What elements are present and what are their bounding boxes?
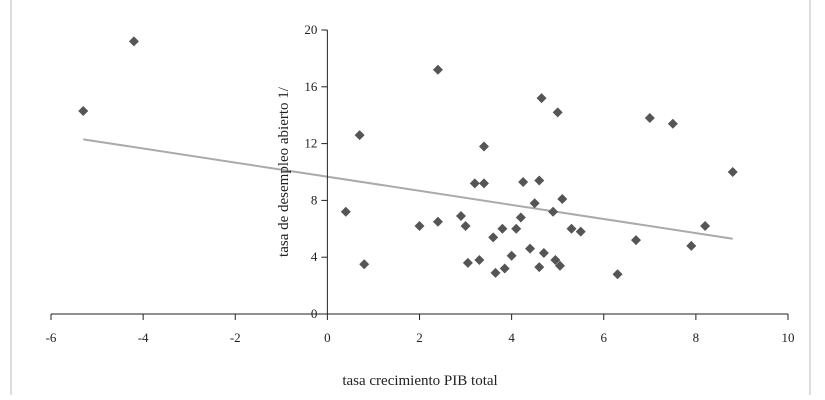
- trendline: [83, 138, 733, 240]
- data-point: [548, 206, 559, 217]
- x-tick-label: 4: [508, 330, 515, 345]
- data-point: [557, 193, 568, 204]
- data-point: [469, 178, 480, 189]
- x-tick-label: -4: [138, 330, 149, 345]
- data-point: [550, 255, 561, 266]
- data-point: [499, 263, 510, 274]
- data-point: [686, 240, 697, 251]
- data-point: [455, 211, 466, 222]
- x-tick-label: -2: [230, 330, 241, 345]
- data-point: [78, 105, 89, 116]
- x-tick-label: 2: [416, 330, 423, 345]
- data-point: [128, 36, 139, 47]
- data-point: [552, 107, 563, 118]
- data-point: [529, 198, 540, 209]
- y-tick-label: 4: [311, 249, 318, 264]
- x-tick-label: -6: [46, 330, 57, 345]
- data-point: [727, 167, 738, 177]
- data-point: [515, 212, 526, 223]
- x-tick-label: 6: [601, 330, 608, 345]
- data-point: [554, 260, 565, 271]
- data-point: [506, 250, 517, 261]
- data-point: [432, 216, 443, 227]
- y-axis-title: tasa de desempleo abierto 1/: [276, 86, 292, 257]
- data-point: [538, 247, 549, 258]
- x-tick-label: 8: [693, 330, 700, 345]
- data-point: [490, 267, 501, 278]
- data-point: [566, 223, 577, 234]
- data-point: [462, 257, 473, 268]
- data-point: [460, 220, 471, 231]
- y-tick-label: 0: [311, 306, 318, 321]
- data-point: [700, 220, 711, 231]
- y-tick-label: 20: [304, 22, 317, 37]
- data-point: [414, 220, 425, 231]
- data-point: [630, 235, 641, 246]
- data-point: [612, 269, 623, 280]
- data-point: [534, 175, 545, 186]
- data-point: [644, 113, 655, 124]
- data-point: [488, 232, 499, 243]
- data-point: [354, 130, 365, 141]
- data-point: [359, 259, 370, 270]
- x-tick-label: 0: [324, 330, 331, 345]
- data-point: [575, 226, 586, 237]
- x-tick-label: 10: [782, 330, 795, 345]
- data-points-layer: [78, 36, 738, 280]
- data-point: [525, 243, 536, 254]
- data-point: [478, 178, 489, 189]
- data-point: [536, 93, 547, 104]
- y-tick-label: 16: [304, 79, 318, 94]
- x-axis-title: tasa crecimiento PIB total: [342, 373, 497, 389]
- data-point: [497, 223, 508, 234]
- data-point: [478, 141, 489, 152]
- data-point: [667, 118, 678, 129]
- y-tick-label: 12: [304, 136, 317, 151]
- data-point: [511, 223, 522, 234]
- data-point: [534, 262, 545, 273]
- trendline-layer: [83, 138, 733, 240]
- data-point: [432, 64, 443, 75]
- data-point: [340, 206, 351, 217]
- axes-layer: -6 -4 -2 0 2 4 6 8 10 0 4 8 12 16 20: [46, 22, 795, 345]
- y-tick-label: 8: [311, 192, 318, 207]
- data-point: [474, 255, 485, 266]
- data-point: [518, 176, 529, 187]
